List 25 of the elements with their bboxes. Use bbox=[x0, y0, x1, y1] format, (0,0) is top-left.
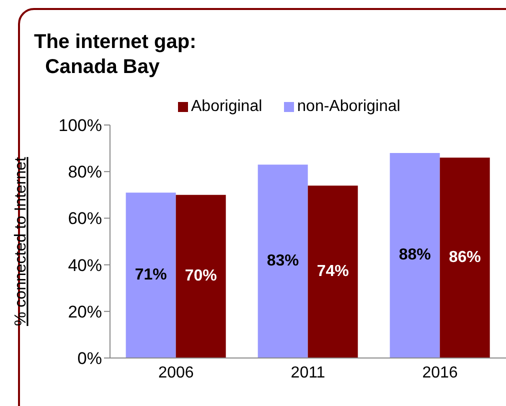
data-label: 70% bbox=[184, 268, 217, 285]
data-label: 74% bbox=[316, 263, 349, 280]
bar bbox=[126, 192, 176, 358]
bar bbox=[308, 186, 358, 358]
x-tick-label: 2016 bbox=[422, 364, 458, 382]
y-tick-label: 60% bbox=[68, 209, 102, 228]
y-tick-label: 0% bbox=[77, 349, 102, 368]
chart-title: The internet gap: Canada Bay bbox=[34, 30, 196, 80]
data-label: 88% bbox=[398, 246, 431, 264]
y-tick-label: 40% bbox=[68, 256, 102, 275]
bar bbox=[440, 158, 490, 358]
bar bbox=[390, 152, 440, 358]
data-label: 83% bbox=[266, 252, 299, 270]
y-tick-label: 20% bbox=[68, 302, 102, 322]
x-tick-label: 2006 bbox=[158, 364, 194, 382]
x-tick-label: 2011 bbox=[290, 364, 326, 382]
y-axis-title: % connected to Internet bbox=[12, 156, 30, 326]
legend-label: Aboriginal bbox=[191, 98, 262, 116]
data-label: 86% bbox=[448, 249, 481, 266]
bar bbox=[176, 194, 226, 358]
bar bbox=[258, 164, 308, 358]
y-tick-label: 80% bbox=[68, 162, 102, 182]
y-tick-label: 100% bbox=[58, 116, 102, 136]
data-label: 71% bbox=[134, 266, 167, 284]
legend-label: non-Aboriginal bbox=[297, 98, 400, 116]
